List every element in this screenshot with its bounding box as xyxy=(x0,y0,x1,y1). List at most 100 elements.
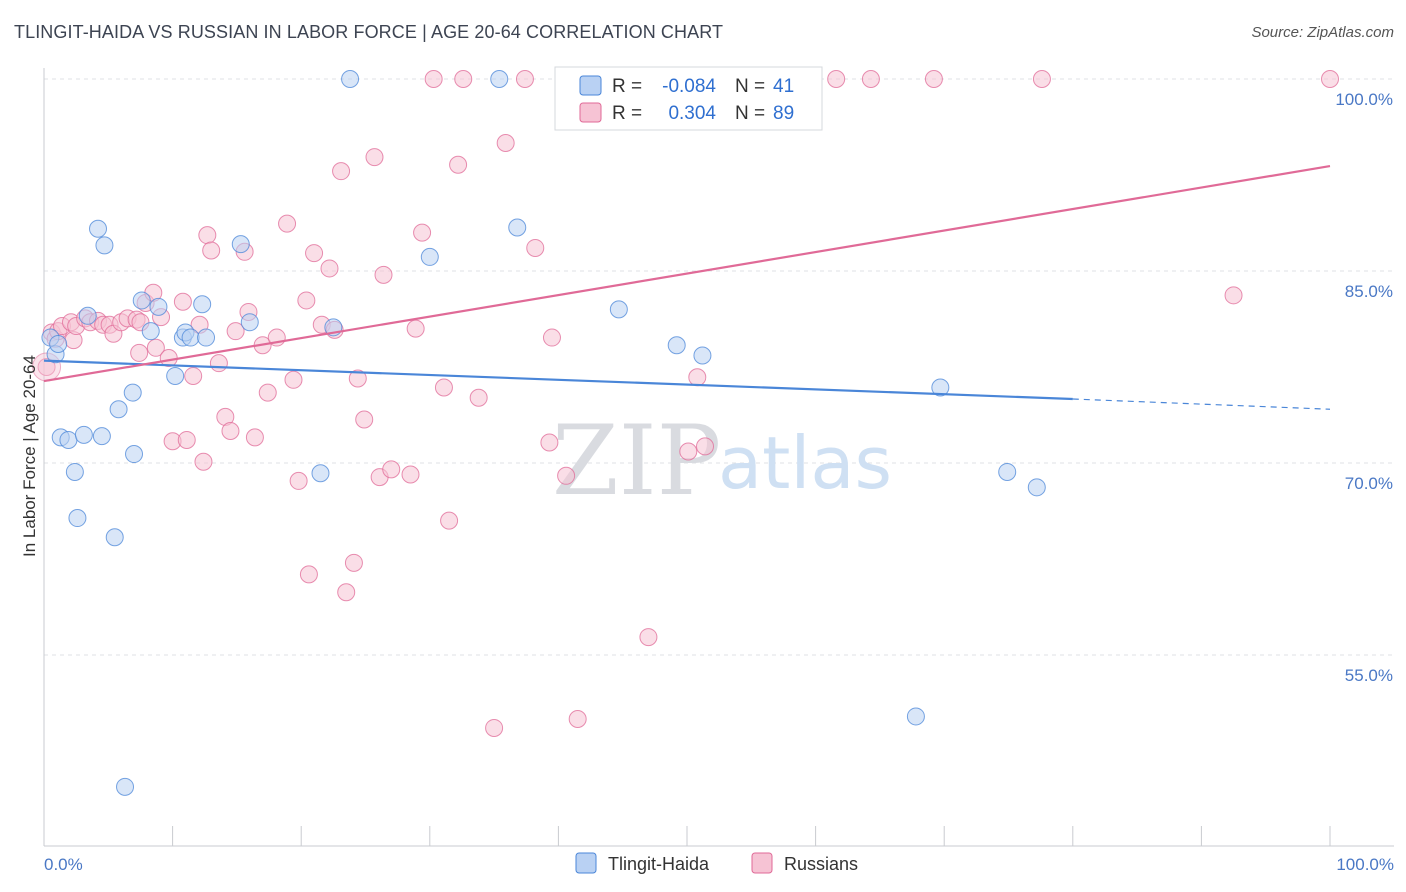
tlingit-haida-point-5 xyxy=(65,462,84,481)
tlingit-haida-point-10 xyxy=(92,427,111,446)
russians-trend-line xyxy=(43,164,1331,383)
legend-n-label-1: N = xyxy=(735,76,765,97)
tlingit-haida-point-12 xyxy=(105,528,124,547)
tlingit-haida-trend-line xyxy=(43,359,1073,401)
tlingit-haida-point-28 xyxy=(311,464,330,483)
y-tick-label-85: 85.0% xyxy=(1345,282,1393,301)
tlingit-haida-point-31 xyxy=(420,247,439,266)
russians-point-84 xyxy=(861,70,880,88)
legend-swatch-russians xyxy=(579,102,602,123)
legend-n-value-1: 41 xyxy=(773,76,794,97)
russians-point-34 xyxy=(221,422,240,440)
russians-point-27 xyxy=(184,366,203,385)
russians-point-78 xyxy=(639,628,658,647)
legend-r-label-2: R = xyxy=(612,103,642,124)
russians-point-32 xyxy=(209,354,228,373)
russians-point-67 xyxy=(454,70,473,88)
legend-r-value-2: 0.304 xyxy=(668,103,716,124)
russians-point-70 xyxy=(496,134,515,152)
tlingit-haida-point-7 xyxy=(74,425,93,444)
tlingit-haida-trend-extension xyxy=(1072,398,1331,410)
russians-point-64 xyxy=(434,378,453,397)
tlingit-haida-point-9 xyxy=(89,219,108,238)
tlingit-haida-point-35 xyxy=(667,336,686,355)
legend-n-label-2: N = xyxy=(735,103,765,124)
russians-point-45 xyxy=(297,291,316,310)
tlingit-haida-point-19 xyxy=(149,297,168,316)
tlingit-haida-point-15 xyxy=(123,383,142,402)
legend-swatch-tlingit xyxy=(579,75,602,96)
russians-point-55 xyxy=(355,410,374,429)
tlingit-haida-point-24 xyxy=(193,295,212,314)
bottom-legend-swatch-tlingit xyxy=(575,852,597,874)
tlingit-haida-point-25 xyxy=(197,328,216,347)
x-tick-label-min: 0.0% xyxy=(44,855,83,874)
bottom-legend: Tlingit-Haida Russians xyxy=(575,852,858,874)
watermark-zip: ZIP xyxy=(552,405,721,517)
tlingit-haida-point-18 xyxy=(141,322,160,341)
russians-point-58 xyxy=(374,265,393,284)
russians-point-61 xyxy=(406,319,425,338)
russians-point-44 xyxy=(289,471,308,490)
russians-point-69 xyxy=(485,718,504,737)
legend-box: R = -0.084 N = 41 R = 0.304 N = 89 xyxy=(554,66,823,131)
russians-point-83 xyxy=(827,70,846,88)
tlingit-haida-point-16 xyxy=(125,445,144,464)
tlingit-haida-point-4 xyxy=(59,430,78,449)
russians-point-0 xyxy=(37,358,56,376)
tlingit-haida-point-27 xyxy=(240,313,259,332)
axes xyxy=(43,68,1394,847)
tlingit-haida-point-17 xyxy=(132,291,151,310)
russians-point-87 xyxy=(1224,286,1243,305)
y-tick-labels: 55.0% 70.0% 85.0% 100.0% xyxy=(1335,90,1393,685)
russians-point-72 xyxy=(526,238,545,257)
y-tick-label-100: 100.0% xyxy=(1335,90,1393,109)
russians-point-56 xyxy=(365,148,384,167)
tlingit-haida-point-11 xyxy=(95,236,114,255)
russians-point-49 xyxy=(320,259,339,278)
russians-point-71 xyxy=(515,70,534,88)
russians-point-35 xyxy=(226,322,245,341)
legend-r-value-1: -0.084 xyxy=(662,76,716,97)
tlingit-haida-point-32 xyxy=(490,70,509,88)
tlingit-haida-point-6 xyxy=(68,509,87,528)
tlingit-haida-point-38 xyxy=(931,378,950,397)
chart-title: TLINGIT-HAIDA VS RUSSIAN IN LABOR FORCE … xyxy=(14,22,724,42)
tlingit-haida-point-2 xyxy=(49,334,68,353)
gridlines xyxy=(44,78,1394,656)
tlingit-haida-point-33 xyxy=(508,218,527,237)
russians-point-59 xyxy=(382,460,401,479)
tlingit-haida-point-39 xyxy=(998,462,1017,481)
russians-point-66 xyxy=(449,155,468,174)
russians-point-63 xyxy=(424,70,443,88)
russians-point-74 xyxy=(542,328,561,347)
y-tick-label-70: 70.0% xyxy=(1345,474,1393,493)
russians-point-51 xyxy=(332,162,351,181)
russians-point-75 xyxy=(557,466,576,485)
trend-lines xyxy=(43,164,1331,410)
russians-point-46 xyxy=(299,565,318,584)
tlingit-haida-point-37 xyxy=(906,707,925,726)
y-axis-label: In Labor Force | Age 20-64 xyxy=(20,355,39,557)
russians-point-18 xyxy=(130,343,149,362)
tlingit-haida-point-20 xyxy=(166,366,185,385)
source-label: Source: ZipAtlas.com xyxy=(1251,24,1394,41)
bottom-legend-swatch-russians xyxy=(751,852,773,874)
russians-point-43 xyxy=(284,370,303,389)
russians-point-40 xyxy=(258,383,277,402)
tlingit-haida-point-40 xyxy=(1027,478,1046,497)
russians-point-85 xyxy=(924,70,943,88)
russians-point-73 xyxy=(540,433,559,452)
tlingit-haida-point-14 xyxy=(116,777,135,796)
tlingit-haida-point-26 xyxy=(231,235,250,254)
watermark: ZIP atlas xyxy=(552,405,892,517)
russians-point-52 xyxy=(337,583,356,602)
russians-point-88 xyxy=(1321,70,1339,88)
bottom-legend-label-russians: Russians xyxy=(784,854,858,874)
russians-point-47 xyxy=(305,244,324,263)
legend-n-value-2: 89 xyxy=(773,103,794,124)
russians-point-25 xyxy=(173,292,192,311)
russians-point-42 xyxy=(278,214,297,233)
tlingit-haida-point-30 xyxy=(341,70,360,88)
